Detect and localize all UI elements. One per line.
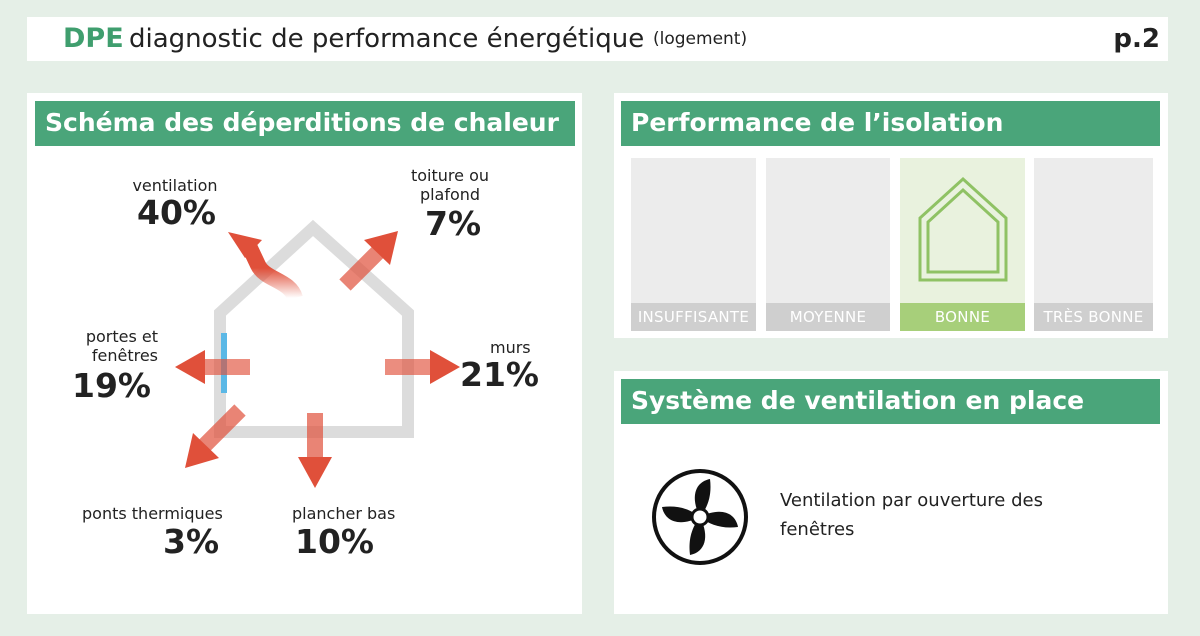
arrow-roof [339,231,398,291]
level-medium: MOYENNE [766,158,890,331]
ventilation-title: Système de ventilation en place [621,379,1160,424]
value-thermal-bridges: 3% [163,522,220,561]
level-label: MOYENNE [766,303,890,331]
value-walls: 21% [460,355,539,394]
dpe-logo: DPE [63,23,124,54]
house-heat-loss-diagram [175,219,460,488]
value-roof: 7% [425,204,482,243]
heat-arrows [175,231,460,488]
insulation-title: Performance de l’isolation [621,101,1160,146]
fan-icon [652,469,748,565]
level-insufficient: INSUFFISANTE [631,158,756,331]
level-label: INSUFFISANTE [631,303,756,331]
label-walls: murs [490,338,531,357]
page-header: DPE diagnostic de performance énergétiqu… [27,17,1168,61]
house-icon [918,176,1008,282]
label-thermal-bridges: ponts thermiques [82,504,223,523]
arrow-thermal-bridges [185,404,246,468]
arrow-ventilation [228,232,303,302]
value-doors-windows: 19% [72,366,151,405]
value-ventilation: 40% [137,193,216,232]
heat-loss-title: Schéma des déperditions de chaleur [35,101,575,146]
arrow-walls [385,350,460,384]
level-label: TRÈS BONNE [1034,303,1153,331]
level-good-selected: BONNE [900,158,1025,331]
label-floor: plancher bas [292,504,396,523]
page-number: p.2 [1113,24,1160,54]
arrow-floor [298,413,332,488]
value-floor: 10% [295,522,374,561]
ventilation-system-text: Ventilation par ouverture des fenêtres [780,490,1043,540]
page-title: diagnostic de performance énergétique [129,24,645,54]
arrow-doors [175,350,250,384]
label-ventilation: ventilation [132,176,218,195]
label-roof: toiture ou plafond [410,166,489,204]
page-subtitle: (logement) [653,29,748,49]
heat-loss-panel [27,93,582,614]
label-doors-windows: portes et fenêtres [85,327,158,365]
level-very-good: TRÈS BONNE [1034,158,1153,331]
level-label: BONNE [900,303,1025,331]
